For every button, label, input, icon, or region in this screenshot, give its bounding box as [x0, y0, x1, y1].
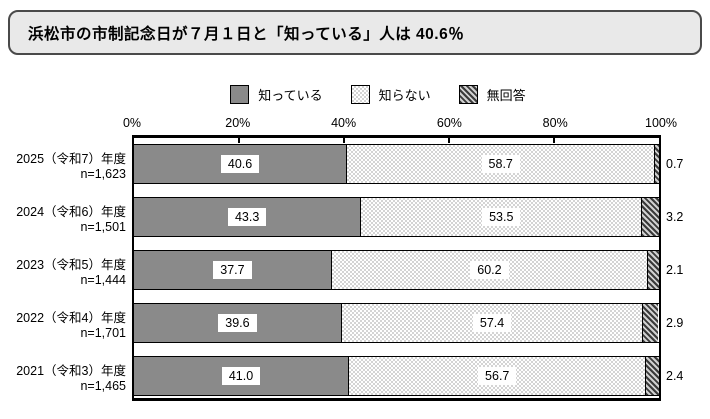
legend-item-3: 無回答	[458, 84, 526, 105]
bar-segment-solid: 37.7	[134, 251, 332, 289]
axis-tick-mark	[343, 138, 345, 143]
legend-label: 無回答	[486, 88, 526, 103]
category-label: 2023（令和5）年度 n=1,444	[0, 250, 126, 290]
outside-value-label: 2.1	[666, 263, 684, 277]
page-title: 浜松市の市制記念日が７月１日と「知っている」人は 40.6％	[28, 25, 465, 43]
axis-tick-mark	[553, 138, 555, 143]
category-label: 2024（令和6）年度 n=1,501	[0, 197, 126, 237]
bar-segment-dots: 53.5	[361, 198, 643, 236]
category-label: 2021（令和3）年度 n=1,465	[0, 356, 126, 396]
legend-label: 知らない	[378, 88, 431, 103]
category-year-label: 2025（令和7）年度	[16, 151, 126, 166]
chart-body: 2025（令和7）年度 n=1,623 2024（令和6）年度 n=1,501 2023…	[0, 135, 710, 401]
plot-area: 40.6 58.7 43.3 53.5 37.7 60.2 39.6 57.4 41.0 56.7	[132, 135, 661, 401]
value-label: 41.0	[221, 366, 261, 386]
bar-segment-hatch	[655, 145, 659, 183]
table-row: 37.7 60.2	[134, 250, 659, 290]
bar-segment-dots: 57.4	[341, 304, 644, 342]
outside-value-label: 2.4	[666, 369, 684, 383]
legend-swatch-icon	[230, 85, 250, 104]
value-label: 43.3	[227, 207, 267, 227]
bar-segment-hatch	[646, 357, 659, 395]
bar-segment-hatch	[643, 304, 659, 342]
bar-segment-solid: 40.6	[134, 145, 348, 183]
bar-segment-hatch	[642, 198, 659, 236]
bar-segment-dots: 56.7	[349, 357, 647, 395]
category-n-label: n=1,444	[80, 272, 126, 287]
outside-value-labels: 0.7 3.2 2.1 2.9 2.4	[661, 135, 706, 401]
bar-segment-dots: 60.2	[331, 251, 648, 289]
x-axis-tick-label: 20%	[225, 116, 251, 130]
x-axis-tick-label: 80%	[542, 116, 568, 130]
x-axis-tick-label: 60%	[436, 116, 462, 130]
category-n-label: n=1,623	[80, 166, 126, 181]
legend-item-2: 知らない	[350, 84, 431, 105]
x-axis-tick-label: 40%	[331, 116, 357, 130]
stacked-bar-chart: 0% 20% 40% 60% 80% 100% 2025（令和7）年度 n=1,623 202…	[0, 116, 710, 401]
x-axis: 0% 20% 40% 60% 80% 100%	[123, 116, 677, 133]
value-label: 53.5	[482, 207, 521, 227]
value-label: 60.2	[470, 260, 509, 280]
legend-item-1: 知っている	[230, 84, 323, 105]
category-year-label: 2024（令和6）年度	[16, 204, 126, 219]
bar-segment-solid: 43.3	[134, 198, 362, 236]
value-label: 56.7	[478, 366, 517, 386]
table-row: 41.0 56.7	[134, 356, 659, 396]
chart-legend: 知っている 知らない 無回答	[46, 84, 710, 105]
axis-tick-mark	[448, 138, 450, 143]
x-axis-tick-label: 100%	[645, 116, 677, 130]
table-row: 40.6 58.7	[134, 144, 659, 184]
value-label: 39.6	[218, 313, 257, 333]
legend-swatch-icon	[350, 85, 370, 104]
category-n-label: n=1,501	[80, 219, 126, 234]
category-year-label: 2023（令和5）年度	[16, 257, 126, 272]
survey-chart-page: 浜松市の市制記念日が７月１日と「知っている」人は 40.6％ 知っている 知らない…	[0, 10, 710, 401]
title-box: 浜松市の市制記念日が７月１日と「知っている」人は 40.6％	[8, 10, 702, 55]
category-label: 2022（令和4）年度 n=1,701	[0, 303, 126, 343]
value-label: 40.6	[220, 154, 260, 174]
table-row: 43.3 53.5	[134, 197, 659, 237]
value-label: 37.7	[213, 260, 252, 280]
bar-segment-solid: 41.0	[134, 357, 350, 395]
axis-tick-mark	[238, 138, 240, 143]
category-year-label: 2021（令和3）年度	[16, 363, 126, 378]
x-axis-tick-label: 0%	[122, 116, 142, 130]
outside-value-label: 3.2	[666, 210, 684, 224]
bars-container: 40.6 58.7 43.3 53.5 37.7 60.2 39.6 57.4 41.0 56.7	[134, 138, 659, 396]
y-axis-labels: 2025（令和7）年度 n=1,623 2024（令和6）年度 n=1,501 2023…	[0, 135, 132, 401]
value-label: 58.7	[481, 154, 520, 174]
outside-value-label: 2.9	[666, 316, 684, 330]
bar-segment-hatch	[647, 251, 659, 289]
table-row: 39.6 57.4	[134, 303, 659, 343]
category-n-label: n=1,701	[80, 325, 126, 340]
bar-segment-dots: 58.7	[347, 145, 656, 183]
category-label: 2025（令和7）年度 n=1,623	[0, 144, 126, 184]
bar-segment-solid: 39.6	[134, 304, 342, 342]
outside-value-label: 0.7	[666, 157, 684, 171]
legend-label: 知っている	[258, 88, 323, 103]
legend-swatch-icon	[458, 85, 478, 104]
value-label: 57.4	[472, 313, 512, 333]
category-n-label: n=1,465	[80, 378, 126, 393]
category-year-label: 2022（令和4）年度	[16, 310, 126, 325]
